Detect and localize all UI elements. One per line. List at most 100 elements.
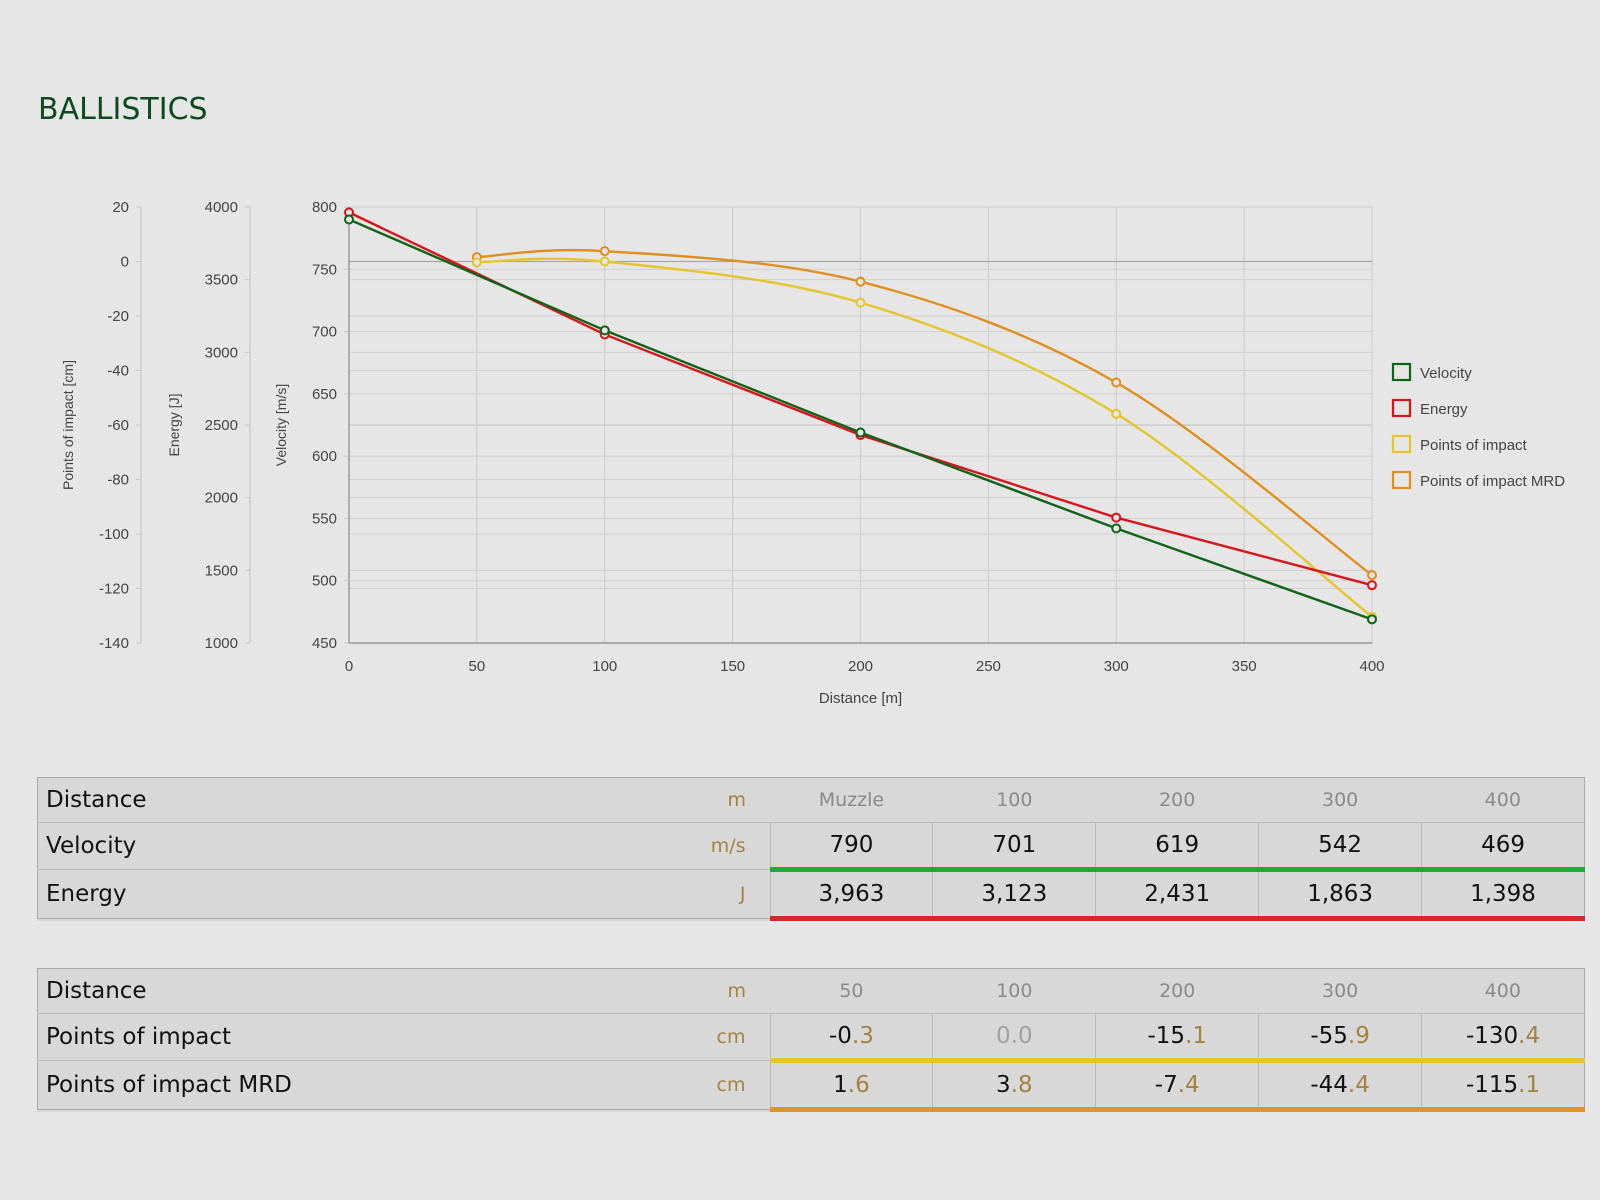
cell-value-frac: .0: [1010, 1023, 1033, 1049]
column-header: 300: [1321, 789, 1359, 811]
points-of-impact-table: Distance m 50 100 200 300 400 Points of impact c…: [37, 968, 1585, 1112]
legend-label: Points of impact MRD: [1420, 473, 1565, 490]
cell-value-int: 1,398: [1470, 881, 1536, 907]
legend-swatch: [1391, 362, 1412, 382]
table-cell: -115.1: [1421, 1060, 1585, 1112]
table-cell: 1,863: [1258, 869, 1422, 921]
column-header: 300: [1321, 980, 1359, 1002]
legend-label: Points of impact: [1420, 437, 1528, 454]
table-header-row: Distance m Muzzle 100 200 300 400: [38, 778, 1585, 823]
legend-item-points-of-impact-mrd[interactable]: Points of impact MRD: [1391, 470, 1565, 490]
cell-value-frac: .4: [1177, 1072, 1200, 1098]
row-unit: m/s: [546, 822, 770, 870]
row-label: Points of impact: [37, 1013, 546, 1061]
legend-item-points-of-impact[interactable]: Points of impact: [1391, 434, 1528, 454]
velocity-tick-label: 700: [312, 324, 337, 341]
cell-value-frac: .3: [851, 1023, 874, 1049]
table-row: Energy J 3,963 3,123 2,431 1,863 1,398: [37, 869, 1585, 921]
energy-tick-label: 1500: [205, 562, 238, 579]
table-cell: 3,123: [932, 869, 1096, 921]
poi-tick-label: -100: [99, 526, 129, 543]
cell-value-int: 619: [1155, 832, 1200, 858]
row-unit: m: [727, 980, 746, 1002]
legend-item-energy[interactable]: Energy: [1391, 398, 1468, 418]
velocity-point: [599, 325, 610, 336]
cell-value-int: 542: [1318, 832, 1363, 858]
poi-tick-label: -140: [99, 635, 129, 652]
cell-value-frac: .9: [1347, 1023, 1370, 1049]
column-header: Muzzle: [818, 789, 885, 811]
poi-tick-label: -60: [107, 417, 129, 434]
poi-tick-label: -20: [107, 308, 129, 325]
energy-tick-label: 2000: [205, 490, 238, 507]
poi-tick-label: -120: [99, 581, 129, 598]
cell-value-int: 1: [833, 1072, 848, 1098]
table-cell: 1,398: [1421, 869, 1585, 921]
x-tick-label: 200: [848, 658, 873, 675]
column-header: 100: [996, 789, 1033, 811]
chart-legend[interactable]: Velocity Energy Points of impact Points of …: [1391, 362, 1565, 490]
table-cell: 3,963: [769, 869, 933, 921]
cell-value-int: -7: [1154, 1072, 1178, 1098]
table-cell: 3.8: [932, 1060, 1096, 1112]
cell-value-frac: .1: [1185, 1023, 1207, 1049]
row-label: Velocity: [37, 822, 546, 870]
poi-tick-label: -40: [107, 363, 129, 380]
cell-value-int: -15: [1147, 1023, 1186, 1049]
row-unit: J: [546, 869, 770, 919]
column-header: 100: [996, 980, 1033, 1002]
cell-value-int: 701: [992, 832, 1037, 858]
page-title: BALLISTICS: [38, 92, 208, 127]
energy-point: [1367, 580, 1377, 591]
table-row: Points of impact MRD cm 1.6 3.8 -7.4 -44.4 -11…: [37, 1060, 1585, 1112]
x-axis-label: Distance [m]: [819, 690, 902, 707]
points-of-impact-mrd-point: [599, 246, 610, 257]
velocity-axis-label: Velocity [m/s]: [273, 384, 289, 466]
cell-value-frac: .8: [1010, 1072, 1033, 1098]
points-of-impact-mrd-point: [1111, 377, 1122, 388]
cell-value-int: -44: [1310, 1072, 1348, 1098]
points-of-impact-mrd-point: [1367, 570, 1377, 581]
energy-axis-label: Energy [J]: [166, 393, 182, 456]
velocity-tick-label: 650: [312, 386, 337, 403]
points-of-impact-point: [599, 256, 610, 267]
cell-value-int: 3,963: [818, 881, 885, 907]
cell-value-frac: .6: [847, 1072, 870, 1098]
row-label: Energy: [37, 869, 546, 919]
row-unit: cm: [546, 1060, 770, 1110]
cell-value-int: 1,863: [1307, 881, 1374, 907]
energy-tick-label: 3500: [205, 272, 238, 289]
grid-lines: [348, 206, 1373, 644]
energy-tick-label: 3000: [205, 344, 238, 361]
velocity-tick-label: 500: [312, 573, 337, 590]
cell-value-int: 469: [1481, 832, 1525, 858]
table-cell: 2,431: [1095, 869, 1259, 921]
legend-item-velocity[interactable]: Velocity: [1391, 362, 1472, 382]
legend-swatch: [1391, 470, 1412, 490]
legend-swatch: [1391, 398, 1412, 418]
points-of-impact-mrd-line: [476, 248, 1373, 577]
x-tick-label: 0: [345, 658, 353, 675]
velocity-energy-table: Distance m Muzzle 100 200 300 400 Velocity m/s 79…: [37, 777, 1585, 921]
velocity-tick-label: 750: [312, 261, 337, 278]
table-cell: -130.4: [1421, 1013, 1585, 1063]
energy-point: [1111, 512, 1122, 523]
table-cell: 0.0: [932, 1013, 1096, 1063]
table-cell: 469: [1421, 822, 1585, 872]
cell-value-int: -0: [829, 1023, 852, 1049]
x-tick-label: 100: [592, 658, 617, 675]
cell-value-int: -55: [1310, 1023, 1348, 1049]
table-cell: 542: [1258, 822, 1422, 872]
column-header: 400: [1484, 789, 1521, 811]
column-header: 200: [1159, 789, 1196, 811]
velocity-tick-label: 450: [312, 635, 337, 652]
velocity-point: [1111, 523, 1122, 534]
cell-value-int: -130: [1465, 1023, 1519, 1049]
velocity-tick-label: 550: [312, 510, 337, 527]
cell-value-int: 2,431: [1144, 881, 1211, 907]
poi-tick-label: 20: [112, 199, 129, 216]
table-cell: -7.4: [1095, 1060, 1259, 1112]
points-of-impact-line: [476, 257, 1373, 618]
cell-value-int: 790: [829, 832, 874, 858]
